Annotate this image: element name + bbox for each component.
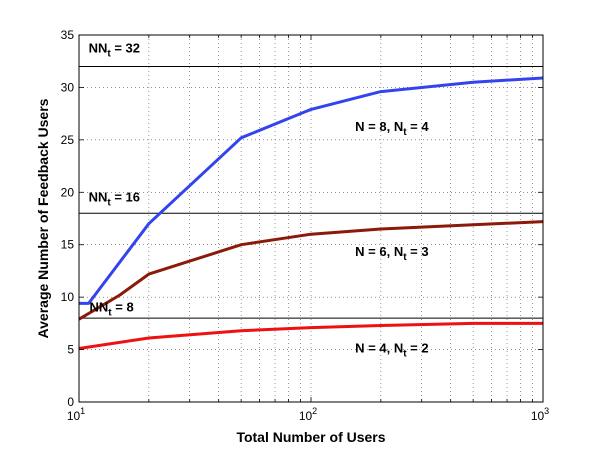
y-tick-label: 25 <box>61 133 75 147</box>
y-tick-label: 10 <box>61 290 75 304</box>
plot-frame <box>78 34 544 403</box>
series-annotation: N = 4, Nt = 2 <box>355 340 428 359</box>
series-line-1 <box>79 76 544 305</box>
y-tick-label: 5 <box>67 343 74 357</box>
y-tick-label: 20 <box>61 185 75 199</box>
y-axis-label: Average Number of Feedback Users <box>35 98 51 338</box>
series-annotation: N = 8, Nt = 4 <box>355 119 429 138</box>
reference-line-label: NNt = 32 <box>89 41 140 60</box>
y-tick-label: 35 <box>61 28 75 42</box>
y-tick-label: 30 <box>61 80 75 94</box>
x-tick-label: 103 <box>531 406 549 423</box>
reference-lines <box>79 65 543 319</box>
x-axis-label: Total Number of Users <box>236 429 385 445</box>
y-tick-label: 15 <box>61 238 75 252</box>
x-tick-label: 102 <box>299 406 317 423</box>
grid <box>79 35 543 402</box>
series-lines <box>78 76 544 350</box>
annotations: NNt = 32 NNt = 16 NNt = 8 N = 8, Nt = 4 N = … <box>89 41 430 360</box>
x-tick-label: 101 <box>67 406 85 423</box>
y-tick-label: 0 <box>67 395 74 409</box>
series-annotation: N = 6, Nt = 3 <box>355 244 428 263</box>
series-line-2 <box>78 220 544 321</box>
reference-line-label: NNt = 16 <box>89 189 140 208</box>
reference-line-label: NNt = 8 <box>90 300 134 319</box>
ticks: 0 5 10 15 20 25 30 35 101 102 103 <box>61 28 550 423</box>
series-line-3 <box>78 321 543 350</box>
